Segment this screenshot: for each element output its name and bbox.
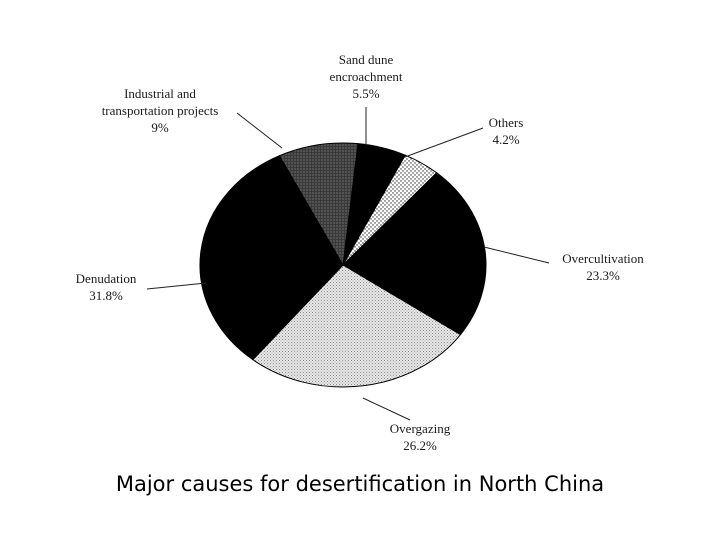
slice-value-label: 4.2%: [492, 132, 519, 147]
slice-name-label: Others: [489, 115, 524, 130]
pie-slice-overgazing: [252, 264, 462, 388]
pie-slice-denudation: [199, 155, 344, 361]
pie-slices: [199, 142, 487, 388]
leader-line: [483, 246, 550, 264]
slice-value-label: 9%: [151, 120, 169, 135]
leader-line: [362, 397, 411, 421]
pie-slice-industrial-and-transportation-projects: [278, 142, 359, 267]
chart-caption: Major causes for desertification in Nort…: [115, 472, 605, 496]
leader-lines: [146, 107, 550, 421]
leader-line: [236, 112, 283, 149]
slice-name-label: encroachment: [330, 69, 403, 84]
slice-name-label: Overcultivation: [562, 251, 644, 266]
pie-slice-overcultivation: [342, 172, 487, 336]
leader-line: [146, 282, 207, 290]
slice-value-label: 31.8%: [89, 288, 123, 303]
slice-name-label: transportation projects: [102, 103, 219, 118]
slice-name-label: Sand dune: [339, 52, 394, 67]
slice-labels: Sand dune encroachment 5.5% Others 4.2% Overc…: [76, 52, 645, 453]
slice-name-label: Industrial and: [124, 86, 196, 101]
leader-line: [404, 127, 484, 158]
slice-value-label: 5.5%: [352, 86, 379, 101]
slice-name-label: Overgazing: [390, 421, 451, 436]
slice-value-label: 26.2%: [403, 438, 437, 453]
slice-value-label: 23.3%: [586, 268, 620, 283]
slice-name-label: Denudation: [76, 271, 137, 286]
